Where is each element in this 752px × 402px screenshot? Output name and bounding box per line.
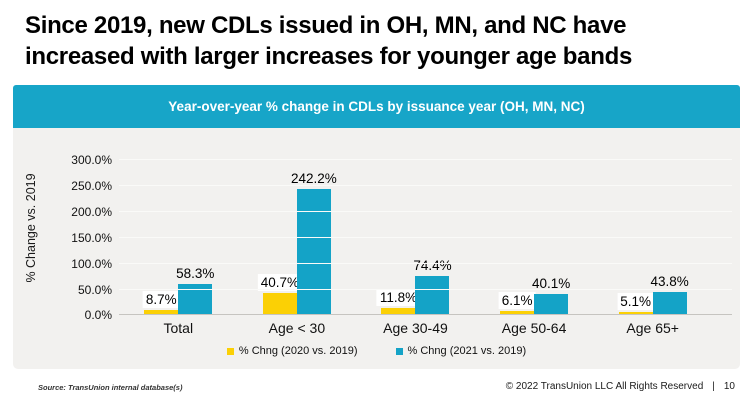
category-label: Total [163,320,194,337]
bar-value-label: 5.1% [617,292,655,310]
bar-group: 8.7% 58.3% [119,266,238,315]
chart-title-banner: Year-over-year % change in CDLs by issua… [13,85,740,129]
bar-groups: 8.7% 58.3% 40.7% 242.2% 11.8% 74.4% 6.1% 40.1% 5… [119,140,712,315]
plot-area: 8.7% 58.3% 40.7% 242.2% 11.8% 74.4% 6.1% 40.1% 5… [119,140,732,316]
y-axis-title: % Change vs. 2019 [24,173,38,283]
footer: Source: TransUnion internal database(s) … [38,381,735,392]
chart-grid: % Change vs. 2019 0.0% 50.0% 100.0% 150.0% 2… [13,140,740,322]
copyright-text: © 2022 TransUnion LLC All Rights Reserve… [505,381,704,392]
gridline [119,211,732,213]
bar: 6.1% [498,292,536,315]
y-axis-title-column: % Change vs. 2019 [13,140,49,315]
legend: % Chng (2020 vs. 2019) % Chng (2021 vs. 2… [13,336,740,369]
bar-value-label: 40.7% [257,274,303,292]
bar: 242.2% [291,171,337,315]
legend-item: % Chng (2021 vs. 2019) [395,345,527,358]
bar-value-label: 8.7% [142,290,180,308]
chart-area: % Change vs. 2019 0.0% 50.0% 100.0% 150.0% 2… [13,128,740,370]
bar-value-label: 6.1% [498,292,536,310]
page-title-line-2: increased with larger increases for youn… [25,42,632,70]
bar-value-label: 74.4% [413,258,452,273]
bar: 40.1% [532,276,570,315]
gridline [119,262,732,264]
bar: 11.8% [376,289,421,315]
x-axis-labels: Total Age < 30 Age 30-49 Age 50-64 Age 65+ [119,315,712,336]
y-axis-ticks: 0.0% 50.0% 100.0% 150.0% 200.0% 250.0% 300.0% [49,140,119,322]
bar: 5.1% [617,292,655,315]
bar: 43.8% [651,274,689,315]
bar-group: 40.7% 242.2% [238,171,357,315]
bar-value-label: 242.2% [290,171,337,187]
page-title: Since 2019, new CDLs issued in OH, MN, a… [0,0,752,72]
gridline [119,288,732,290]
bar: 40.7% [257,274,303,315]
chart-panel: Year-over-year % change in CDLs by issua… [13,85,740,370]
bar: 74.4% [413,258,452,315]
legend-swatch [395,347,403,355]
bar-value-label: 40.1% [531,275,571,291]
bar-value-label: 58.3% [176,266,215,282]
gridline [119,185,732,187]
bar-group: 5.1% 43.8% [593,274,712,315]
bar-value-label: 43.8% [650,273,689,289]
x-axis-baseline [119,314,732,316]
y-tick-label: 200.0% [71,205,112,220]
bar: 8.7% [142,290,180,315]
legend-swatch [226,347,234,355]
y-tick-label: 50.0% [77,282,112,297]
y-tick-label: 250.0% [71,179,112,194]
gridline [119,236,732,238]
legend-item: % Chng (2020 vs. 2019) [226,345,358,358]
category-label: Age < 30 [268,320,326,337]
source-note: Source: TransUnion internal database(s) [38,383,183,392]
bar-value-label: 11.8% [376,289,421,307]
gridline [119,159,732,161]
legend-label: % Chng (2021 vs. 2019) [407,345,527,358]
footer-separator: | [712,381,715,392]
y-tick-label: 100.0% [71,256,112,271]
category-label: Age 30-49 [383,320,448,337]
y-tick-label: 0.0% [84,308,112,323]
category-label: Age 50-64 [501,320,567,337]
bar-group: 11.8% 74.4% [356,258,475,315]
copyright: © 2022 TransUnion LLC All Rights Reserve… [506,381,735,392]
legend-label: % Chng (2020 vs. 2019) [238,345,358,358]
page-number: 10 [723,381,735,392]
y-tick-label: 300.0% [71,153,112,168]
y-tick-label: 150.0% [71,230,112,245]
bar-group: 6.1% 40.1% [475,276,594,315]
category-label: Age 65+ [626,320,679,337]
page-title-line-1: Since 2019, new CDLs issued in OH, MN, a… [25,12,627,39]
chart-title: Year-over-year % change in CDLs by issua… [168,99,585,115]
